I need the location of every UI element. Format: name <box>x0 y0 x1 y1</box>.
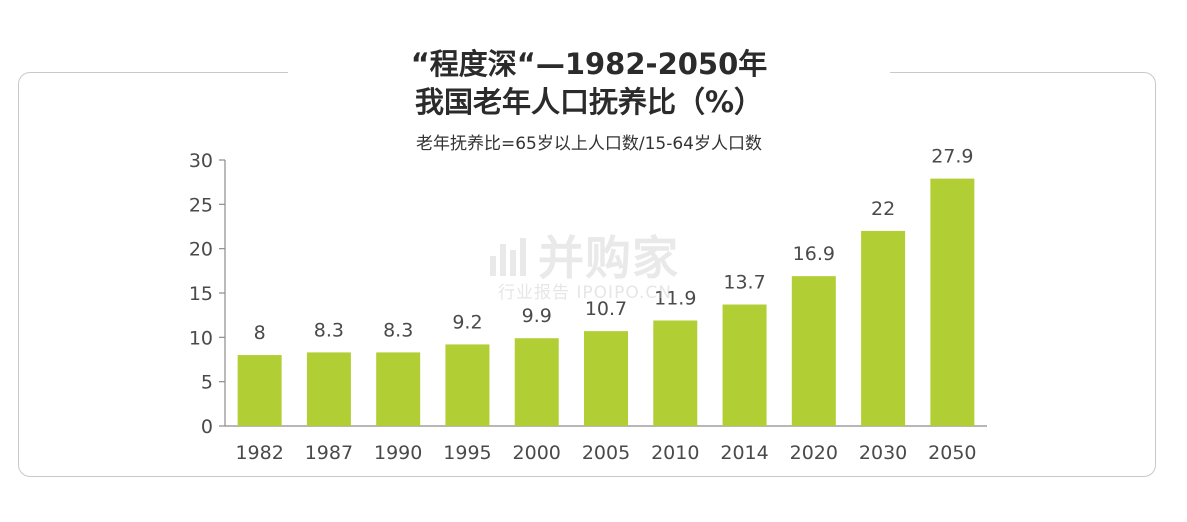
x-tick-label: 2030 <box>859 442 907 464</box>
y-tick-label: 10 <box>189 327 213 349</box>
bar <box>445 344 490 426</box>
x-tick-label: 1990 <box>374 442 422 464</box>
x-tick-label: 1982 <box>235 442 283 464</box>
bar <box>376 352 421 426</box>
x-tick-label: 2050 <box>928 442 976 464</box>
chart-title-line2: 我国老年人口抚养比（%） <box>414 85 764 119</box>
x-tick-label: 2010 <box>651 442 699 464</box>
data-label: 10.7 <box>585 298 627 320</box>
data-label: 8.3 <box>383 319 413 341</box>
x-tick-label: 2014 <box>720 442 768 464</box>
bar <box>653 320 698 426</box>
x-tick-label: 1987 <box>305 442 353 464</box>
x-tick-label: 2000 <box>513 442 561 464</box>
bar <box>722 304 767 426</box>
data-label: 22 <box>871 198 895 220</box>
data-label: 8 <box>254 322 266 344</box>
y-tick-label: 5 <box>201 372 213 394</box>
bar <box>861 230 906 426</box>
y-tick-label: 25 <box>189 194 213 216</box>
data-label: 27.9 <box>931 146 973 168</box>
data-label: 9.9 <box>522 305 552 327</box>
chart-title-line1: “程度深“—1982-2050年 <box>410 47 768 81</box>
data-label: 9.2 <box>452 311 482 333</box>
bar <box>791 276 836 426</box>
y-tick-label: 30 <box>189 150 213 172</box>
data-label: 8.3 <box>314 319 344 341</box>
data-label: 11.9 <box>654 287 696 309</box>
x-tick-label: 1995 <box>443 442 491 464</box>
bar <box>514 338 559 426</box>
bar <box>930 178 975 426</box>
data-label: 16.9 <box>793 243 835 265</box>
title-mask <box>288 60 890 90</box>
y-tick-label: 15 <box>189 283 213 305</box>
bar <box>584 331 628 426</box>
bar <box>306 352 351 426</box>
chart-subtitle: 老年抚养比=65岁以上人口数/15-64岁人口数 <box>415 134 762 154</box>
x-tick-label: 2020 <box>790 442 838 464</box>
y-tick-label: 20 <box>189 239 213 261</box>
bar <box>237 355 282 426</box>
data-label: 13.7 <box>723 272 765 294</box>
x-tick-label: 2005 <box>582 442 630 464</box>
y-tick-label: 0 <box>201 416 213 438</box>
